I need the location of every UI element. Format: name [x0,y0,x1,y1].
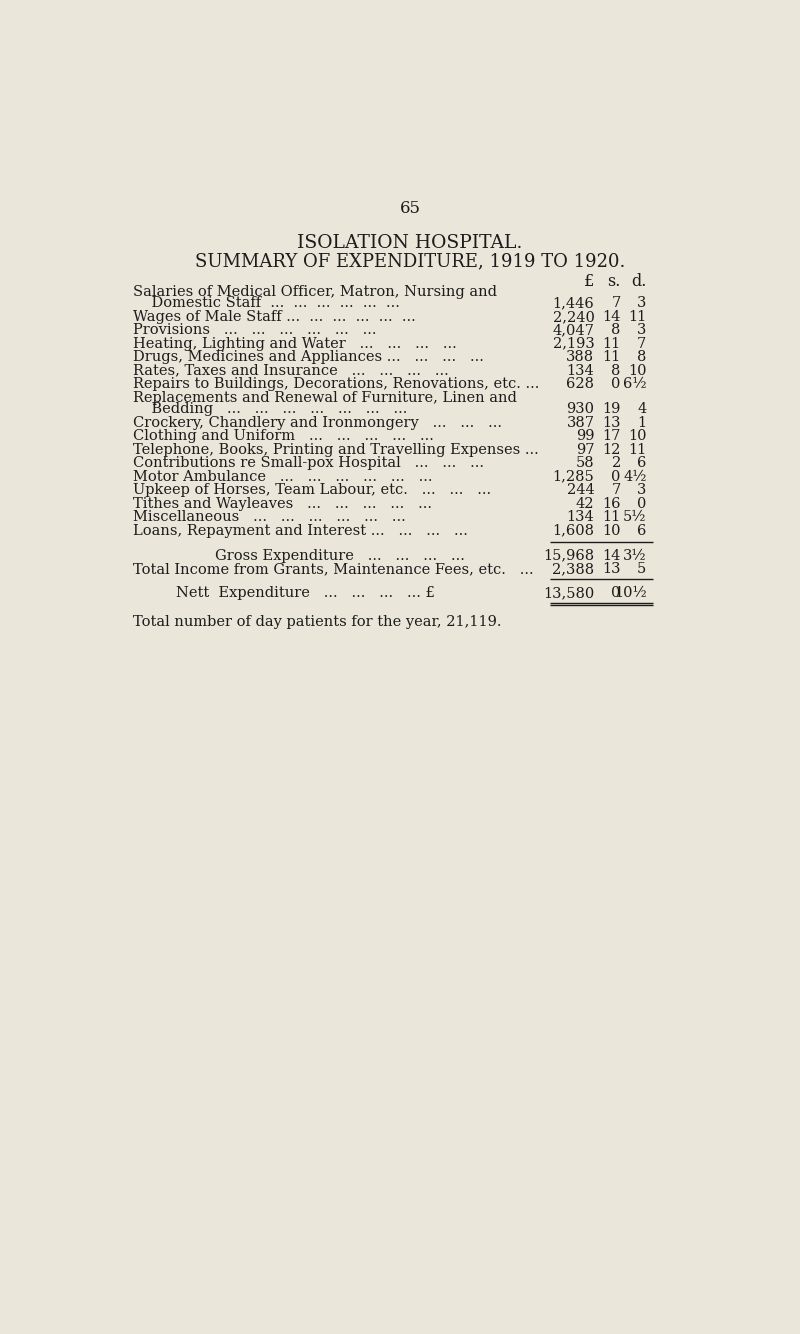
Text: Tithes and Wayleaves   ...   ...   ...   ...   ...: Tithes and Wayleaves ... ... ... ... ... [133,496,431,511]
Text: 42: 42 [576,496,594,511]
Text: Domestic Staff  ...  ...  ...  ...  ...  ...: Domestic Staff ... ... ... ... ... ... [133,296,399,311]
Text: 4,047: 4,047 [553,323,594,338]
Text: Motor Ambulance   ...   ...   ...   ...   ...   ...: Motor Ambulance ... ... ... ... ... ... [133,470,432,484]
Text: Bedding   ...   ...   ...   ...   ...   ...   ...: Bedding ... ... ... ... ... ... ... [133,403,407,416]
Text: 1,285: 1,285 [553,470,594,484]
Text: 65: 65 [399,200,421,217]
Text: Drugs, Medicines and Appliances ...   ...   ...   ...: Drugs, Medicines and Appliances ... ... … [133,351,483,364]
Text: 14: 14 [602,548,621,563]
Text: 10½: 10½ [614,586,646,600]
Text: 6½: 6½ [623,378,646,391]
Text: 388: 388 [566,351,594,364]
Text: 6: 6 [637,456,646,470]
Text: 4½: 4½ [623,470,646,484]
Text: 8: 8 [611,323,621,338]
Text: 930: 930 [566,403,594,416]
Text: 7: 7 [611,296,621,311]
Text: Provisions   ...   ...   ...   ...   ...   ...: Provisions ... ... ... ... ... ... [133,323,376,338]
Text: Nett  Expenditure   ...   ...   ...   ... £: Nett Expenditure ... ... ... ... £ [176,586,435,600]
Text: 13: 13 [602,562,621,576]
Text: 1,608: 1,608 [553,523,594,538]
Text: Miscellaneous   ...   ...   ...   ...   ...   ...: Miscellaneous ... ... ... ... ... ... [133,510,406,524]
Text: 10: 10 [628,430,646,443]
Text: 6: 6 [637,523,646,538]
Text: 0: 0 [611,470,621,484]
Text: 11: 11 [602,336,621,351]
Text: 11: 11 [602,510,621,524]
Text: 8: 8 [611,364,621,378]
Text: 2,193: 2,193 [553,336,594,351]
Text: Clothing and Uniform   ...   ...   ...   ...   ...: Clothing and Uniform ... ... ... ... ... [133,430,434,443]
Text: 4: 4 [637,403,646,416]
Text: 7: 7 [611,483,621,498]
Text: 3: 3 [637,296,646,311]
Text: Total Income from Grants, Maintenance Fees, etc.   ...: Total Income from Grants, Maintenance Fe… [133,562,533,576]
Text: 12: 12 [602,443,621,456]
Text: 10: 10 [602,523,621,538]
Text: Telephone, Books, Printing and Travelling Expenses ...: Telephone, Books, Printing and Travellin… [133,443,538,456]
Text: Wages of Male Staff ...  ...  ...  ...  ...  ...: Wages of Male Staff ... ... ... ... ... … [133,309,415,324]
Text: Loans, Repayment and Interest ...   ...   ...   ...: Loans, Repayment and Interest ... ... ..… [133,523,467,538]
Text: 3: 3 [637,483,646,498]
Text: 244: 244 [566,483,594,498]
Text: 5½: 5½ [623,510,646,524]
Text: 134: 134 [566,510,594,524]
Text: d.: d. [631,273,646,291]
Text: 3: 3 [637,323,646,338]
Text: 11: 11 [602,351,621,364]
Text: Heating, Lighting and Water   ...   ...   ...   ...: Heating, Lighting and Water ... ... ... … [133,336,456,351]
Text: 1: 1 [638,416,646,430]
Text: 14: 14 [602,309,621,324]
Text: Total number of day patients for the year, 21,119.: Total number of day patients for the yea… [133,615,501,630]
Text: 2,240: 2,240 [553,309,594,324]
Text: 0: 0 [611,586,621,600]
Text: s.: s. [607,273,621,291]
Text: Upkeep of Horses, Team Labour, etc.   ...   ...   ...: Upkeep of Horses, Team Labour, etc. ... … [133,483,490,498]
Text: 2,388: 2,388 [552,562,594,576]
Text: 134: 134 [566,364,594,378]
Text: 19: 19 [602,403,621,416]
Text: Rates, Taxes and Insurance   ...   ...   ...   ...: Rates, Taxes and Insurance ... ... ... .… [133,364,448,378]
Text: 5: 5 [637,562,646,576]
Text: 3½: 3½ [623,548,646,563]
Text: Replacements and Renewal of Furniture, Linen and: Replacements and Renewal of Furniture, L… [133,391,517,404]
Text: 58: 58 [576,456,594,470]
Text: Crockery, Chandlery and Ironmongery   ...   ...   ...: Crockery, Chandlery and Ironmongery ... … [133,416,502,430]
Text: Repairs to Buildings, Decorations, Renovations, etc. ...: Repairs to Buildings, Decorations, Renov… [133,378,539,391]
Text: 2: 2 [611,456,621,470]
Text: Gross Expenditure   ...   ...   ...   ...: Gross Expenditure ... ... ... ... [215,548,465,563]
Text: 11: 11 [628,309,646,324]
Text: SUMMARY OF EXPENDITURE, 1919 TO 1920.: SUMMARY OF EXPENDITURE, 1919 TO 1920. [195,252,625,271]
Text: Salaries of Medical Officer, Matron, Nursing and: Salaries of Medical Officer, Matron, Nur… [133,285,497,299]
Text: Contributions re Small-pox Hospital   ...   ...   ...: Contributions re Small-pox Hospital ... … [133,456,483,470]
Text: ISOLATION HOSPITAL.: ISOLATION HOSPITAL. [298,233,522,252]
Text: 387: 387 [566,416,594,430]
Text: 13,580: 13,580 [543,586,594,600]
Text: 11: 11 [628,443,646,456]
Text: £: £ [584,273,594,291]
Text: 628: 628 [566,378,594,391]
Text: 1,446: 1,446 [553,296,594,311]
Text: 10: 10 [628,364,646,378]
Text: 97: 97 [576,443,594,456]
Text: 17: 17 [602,430,621,443]
Text: 13: 13 [602,416,621,430]
Text: 0: 0 [637,496,646,511]
Text: 8: 8 [637,351,646,364]
Text: 16: 16 [602,496,621,511]
Text: 15,968: 15,968 [543,548,594,563]
Text: 99: 99 [576,430,594,443]
Text: 7: 7 [637,336,646,351]
Text: 0: 0 [611,378,621,391]
